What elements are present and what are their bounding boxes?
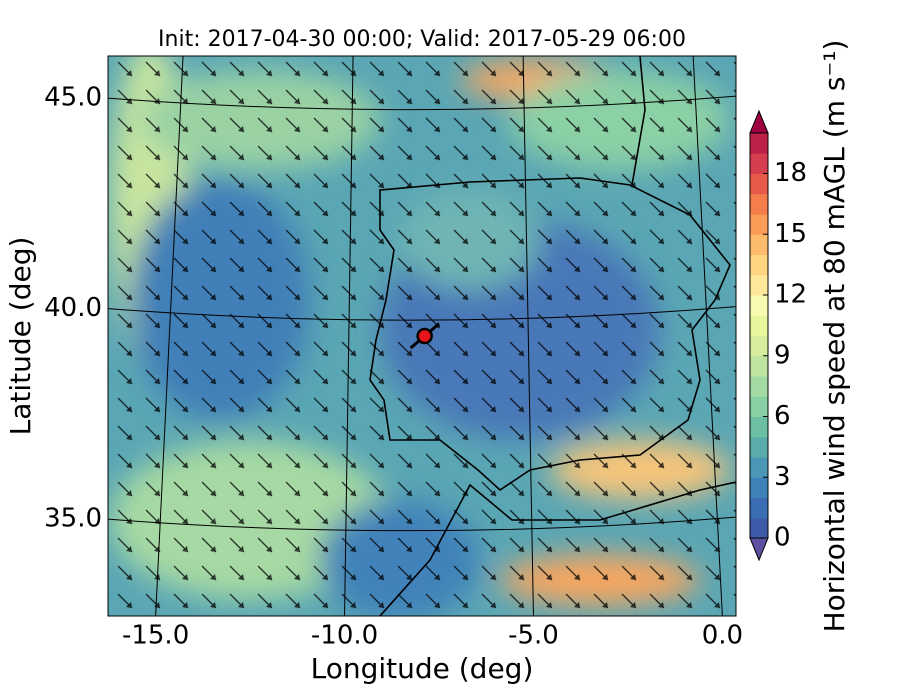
colorbar-level bbox=[750, 234, 768, 255]
colorbar-level bbox=[750, 436, 768, 458]
colorbar-level bbox=[750, 193, 768, 215]
colorbar-tick-label: 3 bbox=[774, 462, 791, 492]
y-tick-label: 35.0 bbox=[44, 504, 102, 534]
colorbar-level bbox=[750, 335, 768, 357]
colorbar-level bbox=[750, 457, 768, 478]
colorbar-tick-label: 18 bbox=[774, 158, 807, 188]
colorbar-level bbox=[750, 477, 768, 498]
colorbar-level bbox=[750, 497, 768, 519]
colorbar-level bbox=[750, 517, 768, 539]
colorbar-level bbox=[750, 133, 768, 154]
colorbar-level bbox=[750, 173, 768, 195]
y-tick-label: 40.0 bbox=[44, 293, 102, 323]
colorbar-tick-label: 12 bbox=[774, 280, 807, 310]
colorbar-level bbox=[750, 315, 768, 336]
x-tick-label: -15.0 bbox=[122, 621, 189, 651]
colorbar-level bbox=[750, 153, 768, 174]
meridian bbox=[692, 55, 723, 617]
colorbar-label: Horizontal wind speed at 80 mAGL (m s⁻¹) bbox=[818, 40, 851, 633]
colorbar-level bbox=[750, 254, 768, 276]
colorbar-level bbox=[750, 274, 768, 296]
y-axis-label: Latitude (deg) bbox=[4, 237, 37, 436]
x-tick-label: -5.0 bbox=[508, 621, 559, 651]
colorbar-level bbox=[750, 416, 768, 438]
meridian bbox=[344, 55, 354, 617]
colorbar-tick-label: 9 bbox=[774, 340, 791, 370]
colorbar-tick-label: 0 bbox=[774, 523, 791, 553]
colorbar-level bbox=[750, 376, 768, 397]
colorbar-level bbox=[750, 295, 768, 316]
meridian bbox=[522, 55, 534, 617]
colorbar-frame bbox=[749, 132, 769, 539]
colorbar-over bbox=[749, 109, 769, 134]
x-axis-label: Longitude (deg) bbox=[311, 652, 534, 685]
colorbar-level bbox=[750, 396, 768, 417]
parallel bbox=[107, 306, 737, 321]
parallel bbox=[107, 516, 737, 532]
colorbar-level bbox=[750, 214, 768, 235]
x-tick-label: -10.0 bbox=[311, 621, 378, 651]
x-tick-label: 0.0 bbox=[702, 621, 743, 651]
plot-frame bbox=[107, 55, 737, 617]
wind-field bbox=[108, 56, 736, 616]
colorbar-tick-label: 15 bbox=[774, 219, 807, 249]
parallel bbox=[107, 95, 737, 111]
colorbar-under bbox=[749, 537, 769, 562]
colorbar-level bbox=[750, 355, 768, 377]
map-title: Init: 2017-04-30 00:00; Valid: 2017-05-2… bbox=[158, 27, 686, 52]
site-marker bbox=[416, 327, 433, 345]
colorbar-tick-label: 6 bbox=[774, 401, 791, 431]
y-tick-label: 45.0 bbox=[44, 83, 102, 113]
